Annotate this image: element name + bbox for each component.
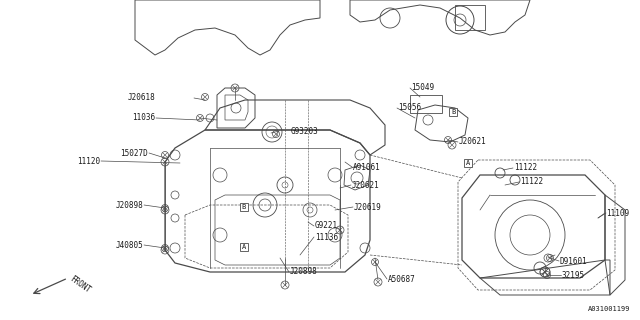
Text: A50687: A50687 xyxy=(388,275,416,284)
Text: A: A xyxy=(242,244,246,250)
Text: J20621: J20621 xyxy=(352,180,380,189)
Text: J20621: J20621 xyxy=(459,138,487,147)
Text: J20618: J20618 xyxy=(127,93,155,102)
Text: B: B xyxy=(242,204,246,210)
Text: 11120: 11120 xyxy=(77,156,100,165)
Text: J40805: J40805 xyxy=(115,241,143,250)
Text: B: B xyxy=(451,109,455,115)
Text: J20898: J20898 xyxy=(115,201,143,210)
Text: A031001199: A031001199 xyxy=(588,306,630,312)
Bar xyxy=(410,95,442,113)
Text: 15056: 15056 xyxy=(398,103,421,113)
Text: A91061: A91061 xyxy=(353,163,381,172)
Text: G93203: G93203 xyxy=(291,126,319,135)
Text: FRONT: FRONT xyxy=(68,275,92,295)
Text: 11109: 11109 xyxy=(606,209,629,218)
Text: J20619: J20619 xyxy=(354,203,381,212)
Text: 15049: 15049 xyxy=(411,84,434,92)
Text: 32195: 32195 xyxy=(562,270,585,279)
Text: 11122: 11122 xyxy=(514,164,537,172)
Bar xyxy=(455,5,485,30)
Text: 15027D: 15027D xyxy=(120,148,148,157)
Text: 11136: 11136 xyxy=(315,233,338,242)
Text: 11036: 11036 xyxy=(132,114,155,123)
Text: A: A xyxy=(466,160,470,166)
Text: D91601: D91601 xyxy=(560,257,588,266)
Text: G9221: G9221 xyxy=(315,221,338,230)
Text: J20898: J20898 xyxy=(290,268,317,276)
Text: 11122: 11122 xyxy=(520,178,543,187)
